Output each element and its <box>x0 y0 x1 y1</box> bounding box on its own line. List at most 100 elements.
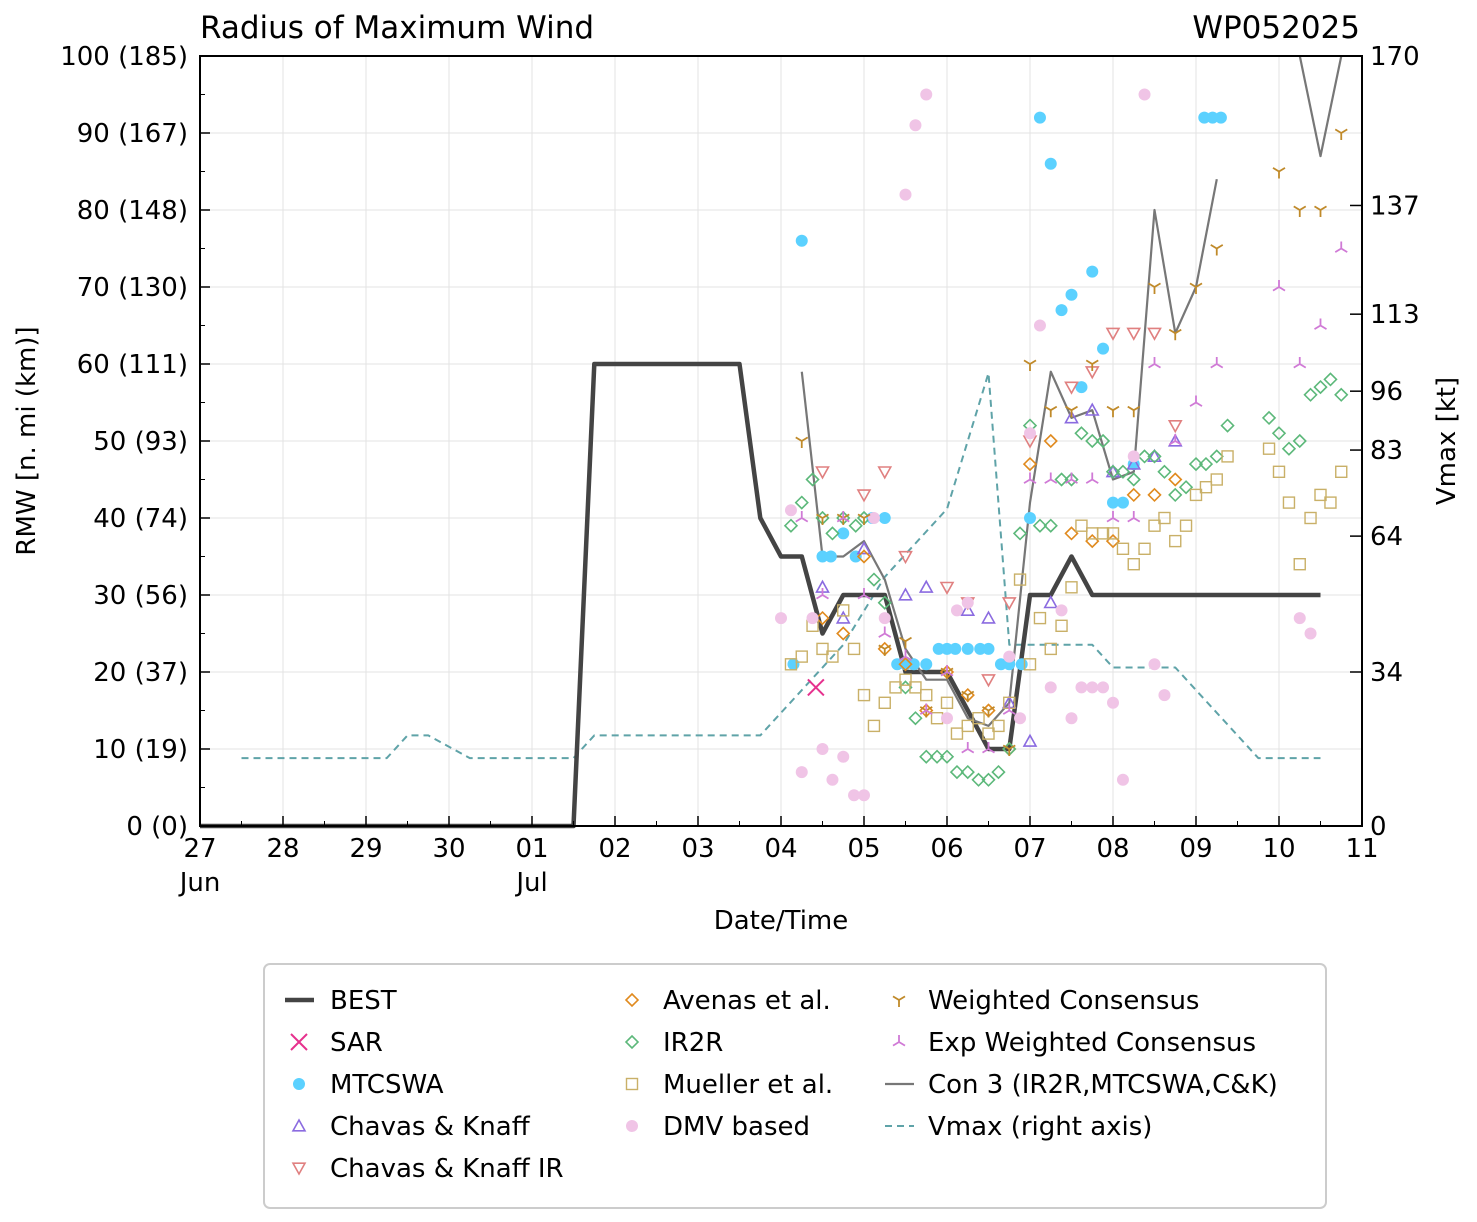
y2-tick-label: 170 <box>1370 42 1420 72</box>
y-tick-label: 100 (185) <box>60 42 188 72</box>
point-exp-weighted-consensus <box>1334 241 1348 253</box>
legend-swatch <box>892 995 906 1007</box>
point-mtcswa <box>932 642 945 655</box>
line-vmax-right-axis <box>241 372 1321 760</box>
point-mtcswa <box>1065 288 1078 301</box>
point-ir2r <box>1032 518 1048 533</box>
point-weighted-consensus <box>1106 405 1120 418</box>
point-ir2r <box>919 749 934 764</box>
point-exp-weighted-consensus <box>982 742 995 754</box>
line-best <box>200 361 1321 829</box>
point-chavas-knaff-ir <box>877 466 893 480</box>
point-mueller-et-al <box>1086 527 1099 540</box>
y2-tick-label: 96 <box>1370 377 1403 407</box>
point-chavas-knaff <box>918 579 934 593</box>
point-chavas-knaff-ir <box>939 581 955 595</box>
series-dmv-based <box>775 88 1317 802</box>
legend-box <box>263 963 1327 1209</box>
legend-swatch <box>624 1034 640 1050</box>
point-mtcswa <box>961 642 974 655</box>
point-mtcswa <box>1206 111 1219 124</box>
point-chavas-knaff-ir <box>898 550 913 565</box>
point-dmv-based <box>1116 773 1129 786</box>
point-ir2r <box>981 772 996 787</box>
x-tick-label: 30 <box>432 834 465 864</box>
point-mtcswa <box>891 658 904 671</box>
legend-swatch <box>291 1162 307 1176</box>
point-dmv-based <box>1086 681 1099 694</box>
point-weighted-consensus <box>1023 359 1037 371</box>
x-tick-label: 07 <box>1013 834 1046 864</box>
point-dmv-based <box>1293 612 1306 625</box>
legend-label: DMV based <box>663 1112 810 1142</box>
point-mueller-et-al <box>1262 442 1276 455</box>
point-chavas-knaff <box>1043 595 1059 609</box>
grid <box>199 55 1363 827</box>
point-chavas-knaff-ir <box>1126 327 1142 341</box>
point-mtcswa <box>1214 111 1227 124</box>
point-ir2r <box>825 526 840 541</box>
point-dmv-based <box>1097 681 1110 694</box>
point-avenas-et-al <box>1168 472 1183 487</box>
y-tick-label: 80 (148) <box>77 196 188 226</box>
point-chavas-knaff <box>1105 464 1121 478</box>
point-ir2r <box>971 772 986 787</box>
point-dmv-based <box>1033 319 1046 332</box>
point-mueller-et-al <box>795 650 808 663</box>
point-exp-weighted-consensus <box>1148 357 1161 369</box>
point-weighted-consensus <box>857 513 871 525</box>
y-tick-label: 20 (37) <box>93 658 188 688</box>
point-mtcswa <box>1097 342 1110 355</box>
point-chavas-knaff-ir <box>1167 420 1183 434</box>
legend-item-dmv-based: DMV based <box>626 1112 810 1142</box>
point-ir2r <box>866 572 882 587</box>
point-chavas-knaff <box>1167 433 1183 447</box>
point-ir2r <box>1281 441 1297 456</box>
x-tick-label: 11 <box>1345 834 1378 864</box>
point-ir2r <box>949 764 965 780</box>
y-tick-label: 90 (167) <box>77 119 188 149</box>
point-exp-weighted-consensus <box>1127 511 1141 523</box>
point-mueller-et-al <box>1189 488 1203 502</box>
series-con-3-ir2r-mtcswa-c-k <box>800 55 1343 727</box>
point-dmv-based <box>1044 681 1057 694</box>
point-exp-weighted-consensus <box>836 511 850 523</box>
point-dmv-based <box>784 504 797 517</box>
point-weighted-consensus <box>1044 405 1058 418</box>
point-dmv-based <box>826 773 839 786</box>
point-dmv-based <box>775 612 787 625</box>
point-exp-weighted-consensus <box>1023 472 1037 484</box>
point-mueller-et-al <box>867 719 881 733</box>
point-mueller-et-al <box>847 642 861 656</box>
point-ir2r <box>991 764 1006 780</box>
point-mueller-et-al <box>878 696 891 709</box>
plot-series <box>200 55 1349 829</box>
point-exp-weighted-consensus <box>816 588 829 600</box>
point-mueller-et-al <box>1065 581 1078 594</box>
point-mueller-et-al <box>1199 481 1213 494</box>
point-mtcswa <box>849 550 862 563</box>
point-mtcswa <box>1044 157 1057 170</box>
point-ir2r <box>1178 480 1194 495</box>
point-avenas-et-al <box>856 549 872 564</box>
point-exp-weighted-consensus <box>1065 472 1078 484</box>
point-ir2r <box>1157 464 1172 479</box>
point-exp-weighted-consensus <box>857 588 871 600</box>
point-weighted-consensus <box>919 706 933 718</box>
point-weighted-consensus <box>940 667 954 679</box>
point-exp-weighted-consensus <box>1002 703 1016 715</box>
x-tick-label: 08 <box>1096 834 1129 864</box>
y2-tick-label: 0 <box>1370 812 1387 842</box>
axes: 27 Jun 28 29 30 01 Jul 02 03 04 05 06 07 08 09 10 11 0 (0… <box>60 42 1419 898</box>
legend-item-vmax-right-axis: Vmax (right axis) <box>885 1112 1152 1142</box>
legend-item-exp-weighted-consensus: Exp Weighted Consensus <box>892 1028 1256 1058</box>
point-weighted-consensus <box>816 513 829 525</box>
point-mtcswa <box>1024 512 1036 524</box>
point-dmv-based <box>1055 604 1068 617</box>
series-mueller-et-al <box>784 442 1348 740</box>
y2-tick-label: 113 <box>1370 300 1420 330</box>
point-ir2r <box>1220 418 1235 433</box>
point-exp-weighted-consensus <box>1168 434 1182 446</box>
point-mueller-et-al <box>950 727 964 740</box>
legend-item-mueller-et-al: Mueller et al. <box>625 1070 833 1100</box>
